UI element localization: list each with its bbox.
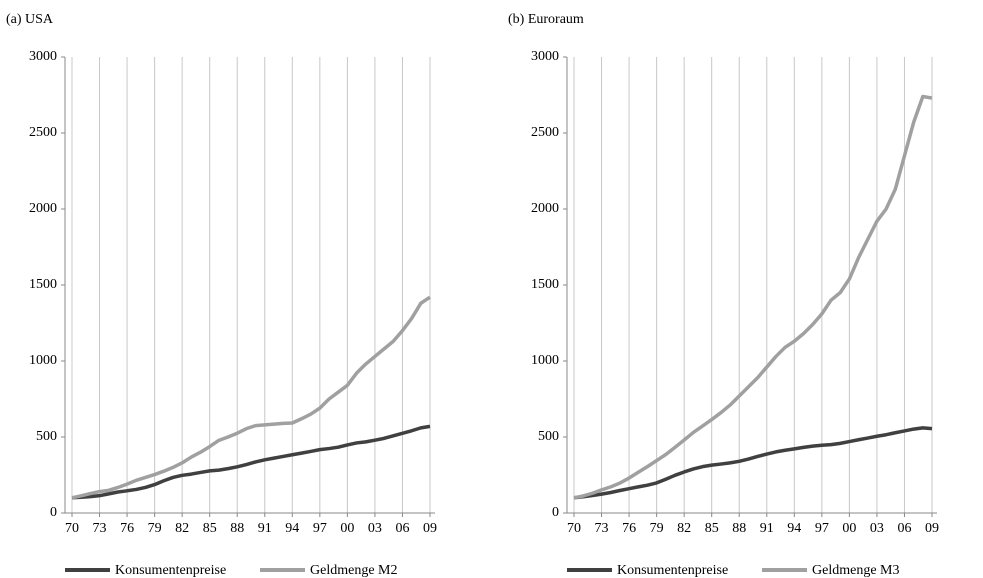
chart-title: (a) USA <box>6 12 54 27</box>
x-tick-label: 70 <box>567 521 581 536</box>
x-tick-label: 97 <box>313 521 327 536</box>
x-tick-label: 76 <box>622 521 636 536</box>
chart-title: (b) Euroraum <box>508 12 584 27</box>
y-tick-label: 1500 <box>531 277 559 292</box>
x-tick-label: 91 <box>760 521 774 536</box>
y-tick-label: 1000 <box>531 353 559 368</box>
y-tick-label: 1000 <box>29 353 57 368</box>
x-tick-label: 00 <box>340 521 354 536</box>
x-tick-label: 79 <box>650 521 664 536</box>
y-tick-label: 2500 <box>531 125 559 140</box>
y-tick-label: 500 <box>538 429 559 444</box>
x-tick-label: 79 <box>148 521 162 536</box>
y-tick-label: 2000 <box>531 201 559 216</box>
x-tick-label: 73 <box>93 521 107 536</box>
x-tick-label: 94 <box>285 521 299 536</box>
legend-label: Konsumentenpreise <box>115 563 226 578</box>
x-tick-label: 91 <box>258 521 272 536</box>
x-tick-label: 94 <box>787 521 801 536</box>
x-tick-label: 85 <box>203 521 217 536</box>
y-tick-label: 500 <box>36 429 57 444</box>
x-tick-label: 88 <box>230 521 244 536</box>
x-tick-label: 09 <box>423 521 437 536</box>
x-tick-label: 70 <box>65 521 79 536</box>
y-tick-label: 1500 <box>29 277 57 292</box>
line <box>573 426 933 500</box>
x-tick-label: 85 <box>705 521 719 536</box>
x-tick-label: 76 <box>120 521 134 536</box>
x-tick-label: 82 <box>677 521 691 536</box>
y-tick-label: 0 <box>552 505 559 520</box>
x-tick-label: 00 <box>842 521 856 536</box>
x-tick-label: 88 <box>732 521 746 536</box>
x-tick-label: 03 <box>870 521 884 536</box>
x-tick-label: 03 <box>368 521 382 536</box>
y-tick-label: 3000 <box>29 49 57 64</box>
y-tick-label: 3000 <box>531 49 559 64</box>
line <box>71 295 431 500</box>
legend-label: Geldmenge M2 <box>310 563 397 578</box>
line <box>71 424 431 500</box>
line <box>573 94 933 500</box>
legend-label: Geldmenge M3 <box>812 563 899 578</box>
y-tick-label: 2000 <box>29 201 57 216</box>
x-tick-label: 73 <box>595 521 609 536</box>
x-tick-label: 06 <box>395 521 409 536</box>
x-tick-label: 06 <box>897 521 911 536</box>
x-tick-label: 09 <box>925 521 939 536</box>
y-tick-label: 0 <box>50 505 57 520</box>
legend-label: Konsumentenpreise <box>617 563 728 578</box>
x-tick-label: 82 <box>175 521 189 536</box>
y-tick-label: 2500 <box>29 125 57 140</box>
x-tick-label: 97 <box>815 521 829 536</box>
